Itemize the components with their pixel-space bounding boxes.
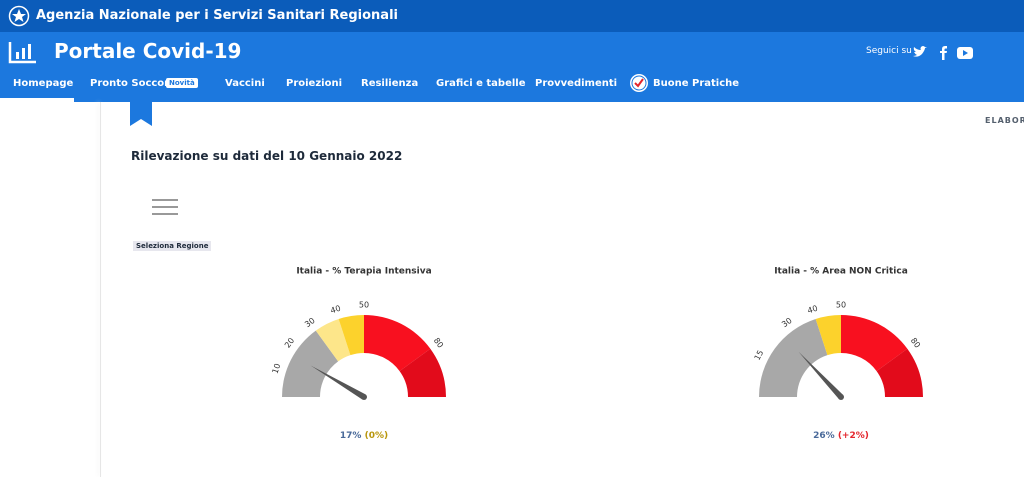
gauge-title: Italia - % Terapia Intensiva	[296, 267, 431, 277]
portal-title: Portale Covid-19	[54, 39, 242, 63]
gauge-band	[399, 348, 446, 397]
gauge-tick-label: 20	[283, 336, 296, 350]
gauge-tick-label: 80	[432, 336, 445, 350]
gauge-value: 26% (+2%)	[813, 431, 869, 441]
elaboration-label: ELABORAZ	[985, 116, 1024, 125]
gauge-band	[815, 315, 841, 356]
gauge-needle	[310, 365, 366, 400]
nav-item[interactable]: Pronto Soccorso	[90, 78, 182, 89]
gauge: Italia - % Area NON Critica 15 30 40 50 80 26%…	[753, 267, 923, 441]
gauge-band	[338, 315, 364, 356]
delta-label: (+2%)	[838, 431, 869, 441]
nav-item[interactable]: Provvedimenti	[535, 78, 618, 89]
gauge-tick-label: 10	[271, 362, 283, 374]
gauge-band	[315, 319, 351, 362]
gauge-tick-label: 30	[303, 316, 317, 329]
needle-hub	[361, 394, 367, 400]
nav-item[interactable]: Proiezioni	[286, 78, 343, 89]
nav-item[interactable]: Homepage	[13, 78, 74, 89]
gauge-value: 17% (0%)	[340, 431, 388, 441]
portal-header: Portale Covid-19 Seguici su	[0, 32, 1024, 102]
nav-item[interactable]: Grafici e tabelle	[436, 78, 526, 89]
active-underline	[0, 98, 74, 102]
agency-name: Agenzia Nazionale per i Servizi Sanitari…	[36, 8, 398, 23]
gauge-tick-label: 40	[329, 304, 341, 316]
menu-icon[interactable]	[152, 199, 180, 215]
follow-label: Seguici su	[866, 46, 912, 56]
needle-hub	[838, 394, 844, 400]
gauge-band	[876, 348, 923, 397]
value-label: 26%	[813, 431, 835, 441]
facebook-icon[interactable]	[940, 46, 947, 60]
gauge-tick-label: 40	[806, 304, 818, 316]
bookmark	[130, 102, 152, 126]
gauge-band	[364, 315, 431, 372]
nav-item[interactable]: Buone Pratiche	[653, 78, 740, 89]
portal-icon	[8, 42, 36, 64]
gauge-tick-label: 80	[909, 336, 922, 350]
nav-item[interactable]: Vaccini	[225, 78, 265, 89]
gauge-title: Italia - % Area NON Critica	[774, 267, 908, 277]
top-bar: Agenzia Nazionale per i Servizi Sanitari…	[0, 0, 1024, 32]
new-badge: Novità	[166, 78, 198, 88]
gauge-band	[759, 319, 828, 397]
gauge-tick-label: 50	[359, 301, 369, 310]
gauge-tick-label: 30	[780, 316, 794, 329]
nav-item[interactable]: Resilienza	[361, 78, 419, 89]
gauge-tick-label: 15	[753, 349, 766, 362]
emblem	[8, 5, 30, 27]
good-practice-icon	[630, 74, 648, 92]
twitter-icon[interactable]	[913, 46, 927, 57]
survey-date: Rilevazione su dati del 10 Gennaio 2022	[131, 149, 403, 163]
social-icons	[913, 46, 973, 60]
content-edge	[100, 102, 101, 477]
region-select[interactable]: Seleziona Regione	[133, 241, 212, 251]
gauge-band	[841, 315, 908, 372]
delta-label: (0%)	[365, 431, 389, 441]
gauge-band	[282, 330, 339, 397]
gauge-tick-label: 50	[836, 301, 846, 310]
value-label: 17%	[340, 431, 362, 441]
gauge-needle	[798, 351, 844, 400]
